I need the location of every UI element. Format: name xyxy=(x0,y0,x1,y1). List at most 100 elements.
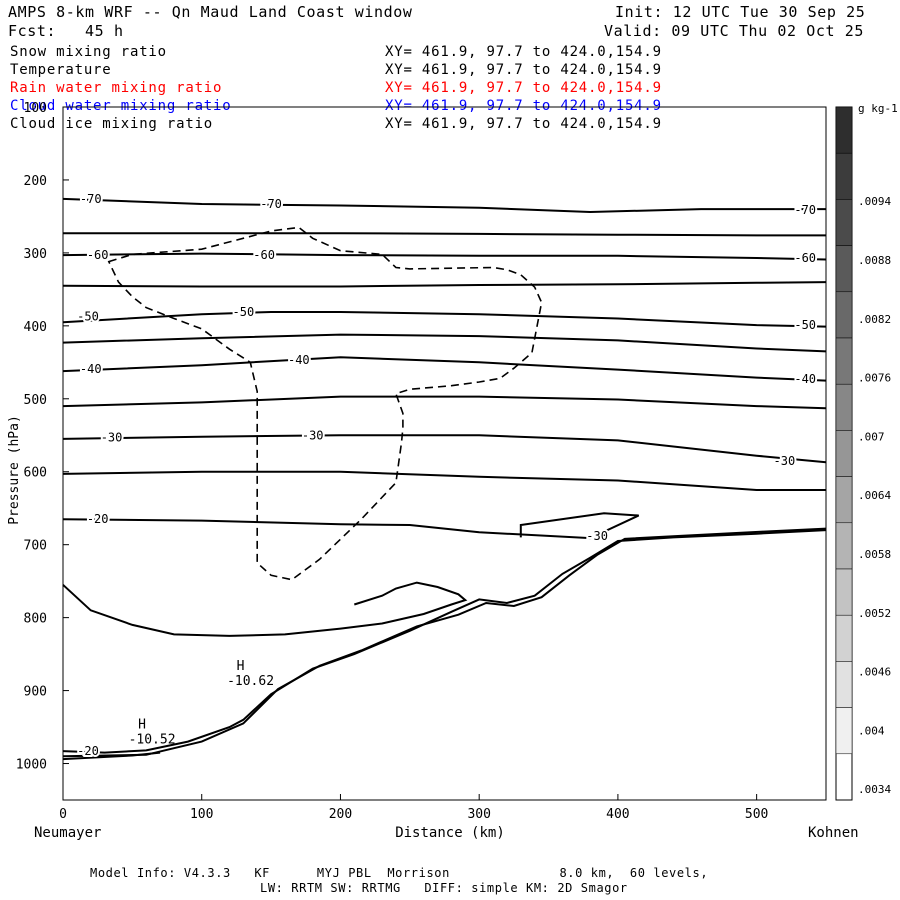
x-left-endpoint-label: Neumayer xyxy=(34,825,101,841)
terrain-line xyxy=(62,527,827,758)
variable-name: Temperature xyxy=(10,62,112,78)
isotherm-label: -70 xyxy=(794,203,816,217)
y-tick-label: 800 xyxy=(24,612,47,627)
isotherm-label: -40 xyxy=(794,372,816,386)
x-tick-label: 500 xyxy=(745,807,768,822)
snow-mixing-contour xyxy=(107,226,543,581)
isotherm-label: -60 xyxy=(794,251,816,265)
isotherm-label: -60 xyxy=(87,248,109,262)
colorbar-swatch xyxy=(835,614,853,662)
variable-coords: XY= 461.9, 97.7 to 424.0,154.9 xyxy=(385,98,662,114)
x-tick-label: 400 xyxy=(606,807,629,822)
variable-coords: XY= 461.9, 97.7 to 424.0,154.9 xyxy=(385,80,662,96)
model-info-line1: Model Info: V4.3.3 KF MYJ PBL Morrison 8… xyxy=(90,866,709,880)
isotherm-label: -50 xyxy=(77,309,99,323)
colorbar-swatch xyxy=(835,337,853,385)
colorbar-tick-label: .0088 xyxy=(858,254,891,267)
x-axis: 0 100 200 300 400 500 xyxy=(59,794,768,822)
variable-coords: XY= 461.9, 97.7 to 424.0,154.9 xyxy=(385,116,662,132)
y-tick-label: 1000 xyxy=(16,758,47,773)
colorbar-tick-label: .0064 xyxy=(858,489,891,502)
x-tick-label: 300 xyxy=(467,807,490,822)
valid-time: Valid: 09 UTC Thu 02 Oct 25 xyxy=(604,22,865,40)
y-tick-label: 900 xyxy=(24,685,47,700)
y-tick-label: 700 xyxy=(24,539,47,554)
isotherm-label: -40 xyxy=(80,362,102,376)
isotherm-line xyxy=(62,252,827,261)
variable-name: Cloud water mixing ratio xyxy=(10,98,232,114)
high-marker-value: -10.62 xyxy=(227,674,274,689)
x-tick-label: 0 xyxy=(59,807,67,822)
colorbar-tick-label: .0046 xyxy=(858,666,891,679)
x-right-endpoint-label: Kohnen xyxy=(808,825,859,841)
y-tick-label: 500 xyxy=(24,393,47,408)
isotherm-line xyxy=(62,395,827,410)
y-axis: 100 200 300 400 500 600 700 800 900 1000 xyxy=(16,101,69,773)
colorbar-tick-label: .0082 xyxy=(858,313,891,326)
y-tick-label: 200 xyxy=(24,174,47,189)
colorbar-swatch xyxy=(835,245,853,293)
isotherm-labels: -70 -70 -70 -60 -60 -60 -50 -50 -50 -40 -40 -40 -30 -… xyxy=(75,190,818,760)
isotherm-label: -30 xyxy=(586,529,608,543)
high-markers: H-10.62H-10.52 xyxy=(129,659,274,747)
isotherm-line xyxy=(62,356,827,382)
variable-coords: XY= 461.9, 97.7 to 424.0,154.9 xyxy=(385,62,662,78)
colorbar-swatch xyxy=(835,430,853,477)
x-axis-label: Distance (km) xyxy=(395,825,505,841)
isotherm-line xyxy=(62,434,827,464)
isotherm-label: -50 xyxy=(233,305,255,319)
variable-name: Snow mixing ratio xyxy=(10,44,167,60)
colorbar-tick-label: .007 xyxy=(858,430,885,443)
y-tick-label: 400 xyxy=(24,320,47,335)
colorbar-tick-label: .0094 xyxy=(858,195,891,208)
colorbar-swatch xyxy=(835,476,853,524)
colorbar-swatch xyxy=(835,661,853,708)
isotherm-label: -60 xyxy=(253,248,275,262)
colorbar-tick-label: .0076 xyxy=(858,372,891,385)
isotherm-line xyxy=(62,512,640,540)
colorbar-tick-label: .0034 xyxy=(858,783,891,796)
colorbar-swatch xyxy=(835,707,853,755)
isotherm-label: -20 xyxy=(77,744,99,758)
terrain-line xyxy=(62,581,468,637)
colorbar-swatch xyxy=(835,383,853,431)
colorbar-swatch xyxy=(835,522,853,570)
colorbar: .0094 .0088 .0082 .0076 .007 .0064 .0058 .0052.… xyxy=(835,106,891,801)
colorbar-tick-label: .0052 xyxy=(858,607,891,620)
variable-coords: XY= 461.9, 97.7 to 424.0,154.9 xyxy=(385,44,662,60)
chart-title: AMPS 8-km WRF -- Qn Maud Land Coast wind… xyxy=(8,3,413,21)
y-tick-label: 100 xyxy=(24,101,47,116)
init-time: Init: 12 UTC Tue 30 Sep 25 xyxy=(615,3,866,21)
colorbar-unit: g kg-1 xyxy=(858,102,898,115)
isotherm-line xyxy=(62,751,161,761)
variable-name: Rain water mixing ratio xyxy=(10,80,223,96)
high-marker-letter: H xyxy=(237,659,245,674)
isotherm-label: -30 xyxy=(101,430,123,444)
snow-contour-line xyxy=(107,226,543,581)
isotherm-line xyxy=(62,197,826,214)
isotherm-label: -20 xyxy=(87,512,109,526)
isotherm-label: -70 xyxy=(260,197,282,211)
forecast-hour: Fcst: 45 h xyxy=(8,22,124,40)
variable-name: Cloud ice mixing ratio xyxy=(10,116,214,132)
high-marker-value: -10.52 xyxy=(129,732,176,747)
colorbar-swatch xyxy=(835,152,853,200)
high-marker-letter: H xyxy=(138,717,146,732)
colorbar-swatch xyxy=(835,199,853,246)
isotherm-line xyxy=(63,232,826,237)
isotherm-label: -30 xyxy=(302,428,324,442)
colorbar-tick-label: .004 xyxy=(858,724,885,737)
y-tick-label: 300 xyxy=(24,247,47,262)
isotherm-line xyxy=(62,333,827,353)
x-tick-label: 100 xyxy=(190,807,213,822)
isotherm-label: -70 xyxy=(80,192,102,206)
colorbar-swatch xyxy=(835,291,853,339)
isotherm-label: -40 xyxy=(288,353,310,367)
model-info-line2: LW: RRTM SW: RRTMG DIFF: simple KM: 2D S… xyxy=(260,881,628,895)
isotherm-line xyxy=(62,311,827,328)
colorbar-tick-label: .0058 xyxy=(858,548,891,561)
isotherm-line xyxy=(62,281,827,288)
isotherm-label: -50 xyxy=(794,318,816,332)
colorbar-swatch xyxy=(835,106,853,154)
